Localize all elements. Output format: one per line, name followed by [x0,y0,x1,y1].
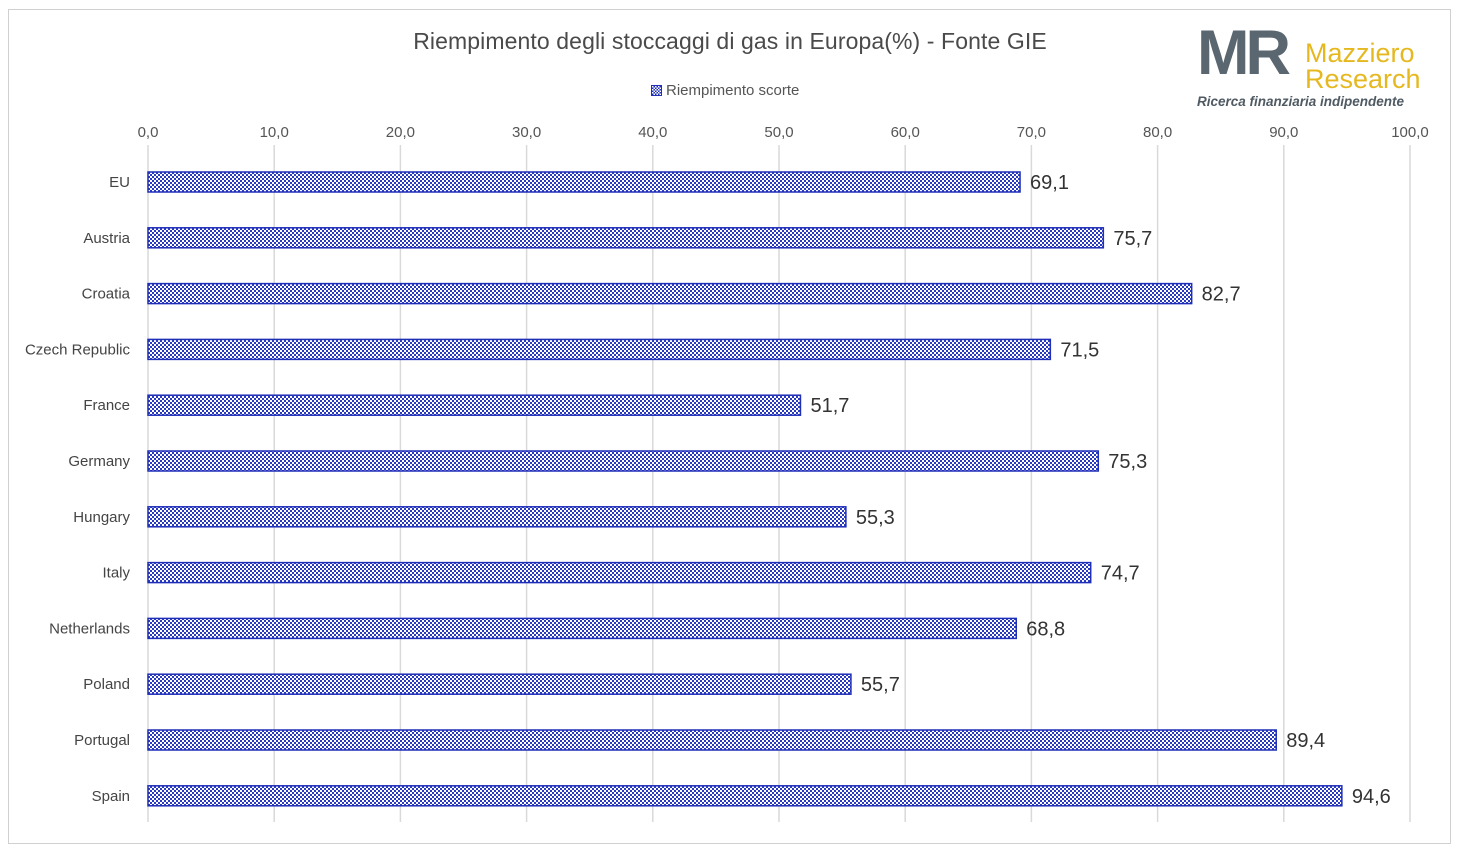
value-label: 68,8 [1026,618,1065,640]
category-label: Croatia [82,286,131,303]
bar-portugal [147,729,1277,751]
gridlines [147,145,1411,822]
value-label: 75,3 [1108,451,1147,473]
x-tick-label: 10,0 [260,124,289,141]
category-label: Netherlands [49,620,130,637]
mazziero-research-logo: MR Mazziero Research Ricerca finanziaria… [1197,22,1442,112]
x-tick-label: 90,0 [1269,124,1298,141]
chart-frame [8,9,1451,844]
x-tick-label: 80,0 [1143,124,1172,141]
value-label: 71,5 [1060,339,1099,361]
legend-swatch [651,85,662,96]
bars [147,171,1343,807]
category-label: Portugal [74,732,130,749]
value-label: 69,1 [1030,172,1069,194]
value-label: 75,7 [1113,228,1152,250]
value-label: 94,6 [1352,786,1391,808]
bar-eu [147,171,1021,193]
bar-austria [147,227,1105,249]
logo-name-line2: Research [1305,64,1421,94]
value-labels: 69,1 75,7 82,7 71,5 51,7 75,3 55,3 74,7 68,8 55,7… [810,172,1390,808]
x-tick-label: 0,0 [138,124,159,141]
value-label: 82,7 [1202,284,1241,306]
logo-mark: MR [1197,18,1291,88]
chart-legend: Riempimento scorte [651,82,799,99]
logo-name-line1: Mazziero [1305,38,1415,68]
logo-tagline: Ricerca finanziaria indipendente [1197,94,1405,109]
category-label: Italy [102,565,130,582]
value-label: 55,3 [856,507,895,529]
category-label: Spain [92,788,130,805]
bar-poland [147,673,852,695]
x-axis-ticks: 0,0 10,0 20,0 30,0 40,0 50,0 60,0 70,0 80,0 90,0 1… [138,124,1429,141]
category-label: Hungary [73,509,130,526]
bar-hungary [147,506,847,528]
bar-netherlands [147,617,1018,640]
value-label: 89,4 [1286,730,1325,752]
bar-italy [147,561,1092,584]
bar-germany [147,450,1100,472]
x-tick-label: 60,0 [891,124,920,141]
category-label: Austria [83,230,130,247]
bar-croatia [147,282,1193,305]
bar-czech-republic [147,338,1052,361]
x-tick-label: 100,0 [1391,124,1429,141]
x-tick-label: 50,0 [764,124,793,141]
category-labels: EU Austria Croatia Czech Republic France Germ… [25,174,131,805]
category-label: Czech Republic [25,341,131,358]
value-label: 51,7 [810,395,849,417]
bar-spain [147,785,1343,807]
category-label: Poland [83,676,130,693]
x-tick-label: 70,0 [1017,124,1046,141]
category-label: EU [109,174,130,191]
x-tick-label: 30,0 [512,124,541,141]
value-label: 74,7 [1101,563,1140,585]
x-tick-label: 20,0 [386,124,415,141]
legend-label: Riempimento scorte [666,82,800,99]
value-label: 55,7 [861,674,900,696]
x-tick-label: 40,0 [638,124,667,141]
chart-title: Riempimento degli stoccaggi di gas in Eu… [413,28,1047,54]
category-label: France [83,397,130,414]
category-label: Germany [68,453,130,470]
bar-france [147,394,802,416]
